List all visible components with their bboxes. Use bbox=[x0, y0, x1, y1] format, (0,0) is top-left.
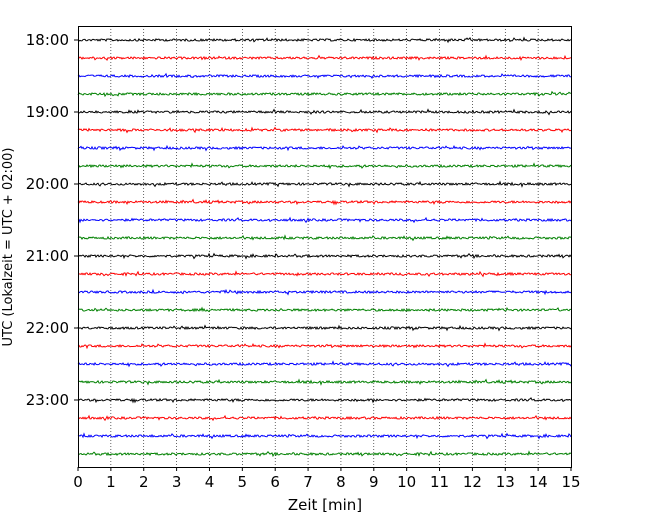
y-axis-ticks: 18:00 19:00 20:00 21:00 22:00 23:00 bbox=[26, 31, 78, 409]
trace-line bbox=[77, 180, 572, 188]
trace-line bbox=[77, 252, 572, 260]
trace-line bbox=[77, 126, 572, 134]
x-tick-label: 3 bbox=[172, 473, 182, 491]
y-tick-label: 20:00 bbox=[26, 175, 69, 193]
trace-line bbox=[77, 432, 572, 440]
trace-line bbox=[77, 288, 572, 296]
x-axis-ticks: 0 1 2 3 4 5 6 7 8 9 10 11 12 13 14 15 bbox=[73, 467, 581, 491]
x-tick-label: 11 bbox=[430, 473, 449, 491]
y-tick-label: 21:00 bbox=[26, 247, 69, 265]
x-tick-label: 4 bbox=[205, 473, 215, 491]
trace-line bbox=[77, 216, 572, 224]
trace-line bbox=[77, 324, 572, 332]
trace-line bbox=[77, 270, 572, 278]
seismic-traces bbox=[77, 36, 572, 458]
x-tick-label: 0 bbox=[73, 473, 83, 491]
trace-line bbox=[77, 306, 572, 313]
x-tick-label: 12 bbox=[463, 473, 482, 491]
x-tick-label: 10 bbox=[397, 473, 416, 491]
y-tick-label: 19:00 bbox=[26, 103, 69, 121]
x-tick-label: 14 bbox=[529, 473, 548, 491]
y-tick-label: 18:00 bbox=[26, 31, 69, 49]
trace-line bbox=[77, 162, 572, 170]
x-tick-label: 8 bbox=[336, 473, 346, 491]
trace-line bbox=[77, 36, 572, 44]
trace-line bbox=[77, 72, 572, 79]
trace-line bbox=[77, 397, 572, 404]
trace-line bbox=[77, 414, 572, 422]
x-tick-label: 2 bbox=[139, 473, 149, 491]
x-tick-label: 7 bbox=[303, 473, 313, 491]
trace-line bbox=[77, 342, 572, 350]
trace-line bbox=[77, 144, 572, 152]
y-axis-label: UTC (Lokalzeit = UTC + 02:00) bbox=[1, 148, 16, 347]
y-tick-label: 23:00 bbox=[26, 391, 69, 409]
trace-line bbox=[77, 198, 572, 206]
x-tick-label: 15 bbox=[561, 473, 580, 491]
plot-frame bbox=[78, 26, 572, 468]
grid-lines bbox=[110, 26, 539, 467]
y-tick-label: 22:00 bbox=[26, 319, 69, 337]
trace-line bbox=[77, 234, 572, 242]
x-tick-label: 1 bbox=[106, 473, 116, 491]
trace-line bbox=[77, 90, 572, 98]
x-tick-label: 6 bbox=[270, 473, 280, 491]
trace-line bbox=[77, 378, 572, 386]
trace-line bbox=[77, 450, 572, 458]
trace-line bbox=[77, 108, 572, 116]
x-tick-label: 5 bbox=[238, 473, 248, 491]
x-tick-label: 9 bbox=[369, 473, 379, 491]
trace-line bbox=[77, 54, 572, 62]
trace-line bbox=[77, 360, 572, 368]
x-axis-label: Zeit [min] bbox=[288, 496, 362, 514]
x-tick-label: 13 bbox=[496, 473, 515, 491]
